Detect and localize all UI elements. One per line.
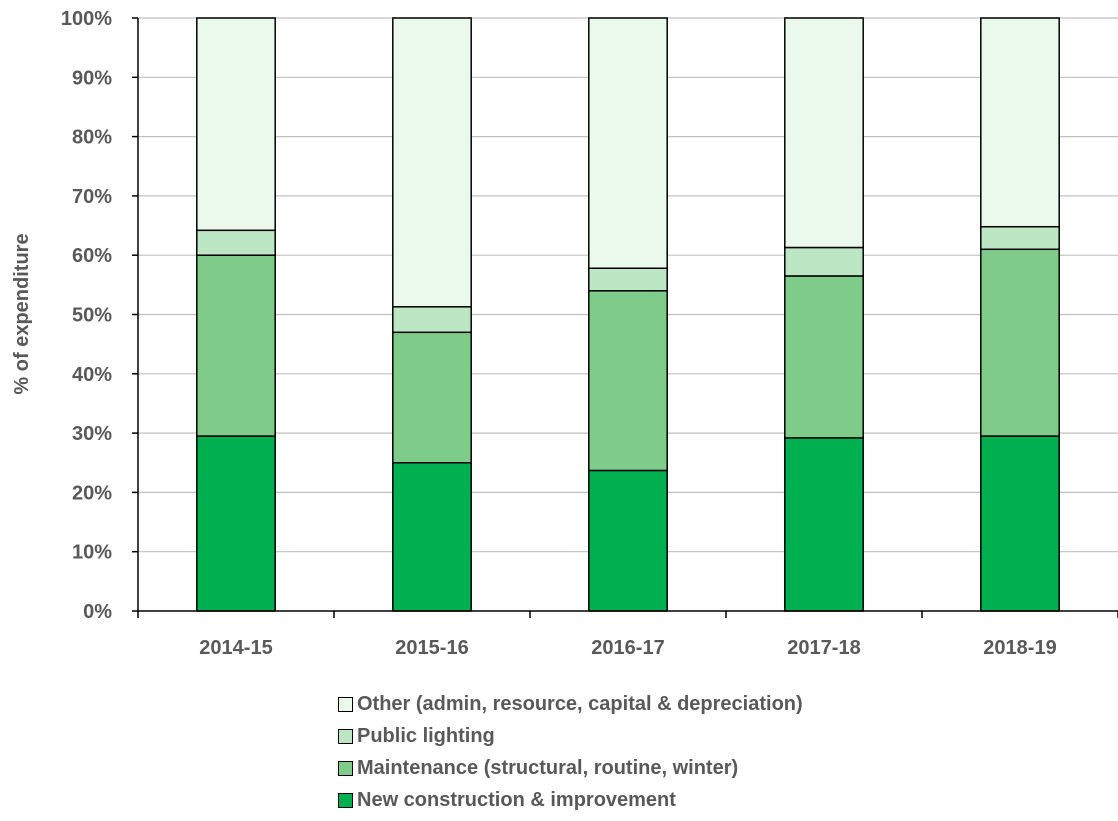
- x-tick-label: 2017-18: [787, 637, 860, 659]
- bar-segment: [196, 229, 276, 256]
- legend-item: New construction & improvement: [338, 784, 803, 816]
- bars: [196, 17, 1060, 612]
- bar-segment: [392, 331, 472, 464]
- legend: Other (admin, resource, capital & deprec…: [338, 688, 803, 816]
- y-tick-label: 40%: [72, 364, 112, 386]
- axes: [132, 17, 1118, 618]
- bar-segment: [392, 462, 472, 612]
- bar-segment: [784, 437, 864, 612]
- y-tick-label: 30%: [72, 423, 112, 445]
- bar-segment: [980, 225, 1060, 251]
- x-tick-label: 2015-16: [395, 637, 468, 659]
- bar-segment: [784, 17, 864, 249]
- bar-segment: [392, 306, 472, 334]
- x-tick-label: 2014-15: [199, 637, 272, 659]
- legend-item: Other (admin, resource, capital & deprec…: [338, 688, 803, 720]
- x-tick-label: 2018-19: [983, 637, 1056, 659]
- y-tick-label: 80%: [72, 127, 112, 149]
- legend-swatch: [338, 760, 353, 776]
- y-tick-label: 20%: [72, 482, 112, 504]
- legend-label: Public lighting: [357, 724, 495, 747]
- bar-segment: [588, 469, 668, 612]
- legend-item: Maintenance (structural, routine, winter…: [338, 752, 803, 784]
- stacked-bar-chart: 0% 10% 20% 30% 40% 50% 60% 70% 80% 90% 100% 2014-1…: [11, 8, 1118, 659]
- x-tick-label: 2016-17: [591, 637, 664, 659]
- y-tick-label: 70%: [72, 186, 112, 208]
- bar-segment: [196, 435, 276, 612]
- bar-segment: [980, 17, 1060, 228]
- legend-label: New construction & improvement: [357, 788, 676, 811]
- legend-label: Other (admin, resource, capital & deprec…: [357, 692, 803, 715]
- bar-segment: [392, 17, 472, 308]
- bar-segment: [980, 435, 1060, 612]
- y-tick-label: 50%: [72, 305, 112, 327]
- legend-swatch: [338, 696, 353, 712]
- bar-segment: [980, 248, 1060, 437]
- y-tick-labels: 0% 10% 20% 30% 40% 50% 60% 70% 80% 90% 100%: [61, 8, 112, 623]
- y-tick-label: 10%: [72, 542, 112, 564]
- bar-segment: [784, 246, 864, 277]
- x-tick-labels: 2014-15 2015-16 2016-17 2017-18 2018-19: [199, 637, 1056, 659]
- legend-label: Maintenance (structural, routine, winter…: [357, 756, 739, 779]
- y-tick-label: 0%: [83, 601, 112, 623]
- bar-segment: [588, 17, 668, 269]
- bar-segment: [588, 267, 668, 292]
- y-axis-title: % of expenditure: [11, 233, 33, 394]
- y-tick-label: 60%: [72, 245, 112, 267]
- y-tick-label: 90%: [72, 67, 112, 89]
- y-tick-label: 100%: [61, 8, 112, 30]
- bar-segment: [784, 275, 864, 439]
- bar-segment: [588, 290, 668, 472]
- bar-segment: [196, 254, 276, 437]
- bar-segment: [196, 17, 276, 232]
- legend-item: Public lighting: [338, 720, 803, 752]
- legend-swatch: [338, 728, 353, 744]
- legend-swatch: [338, 792, 353, 808]
